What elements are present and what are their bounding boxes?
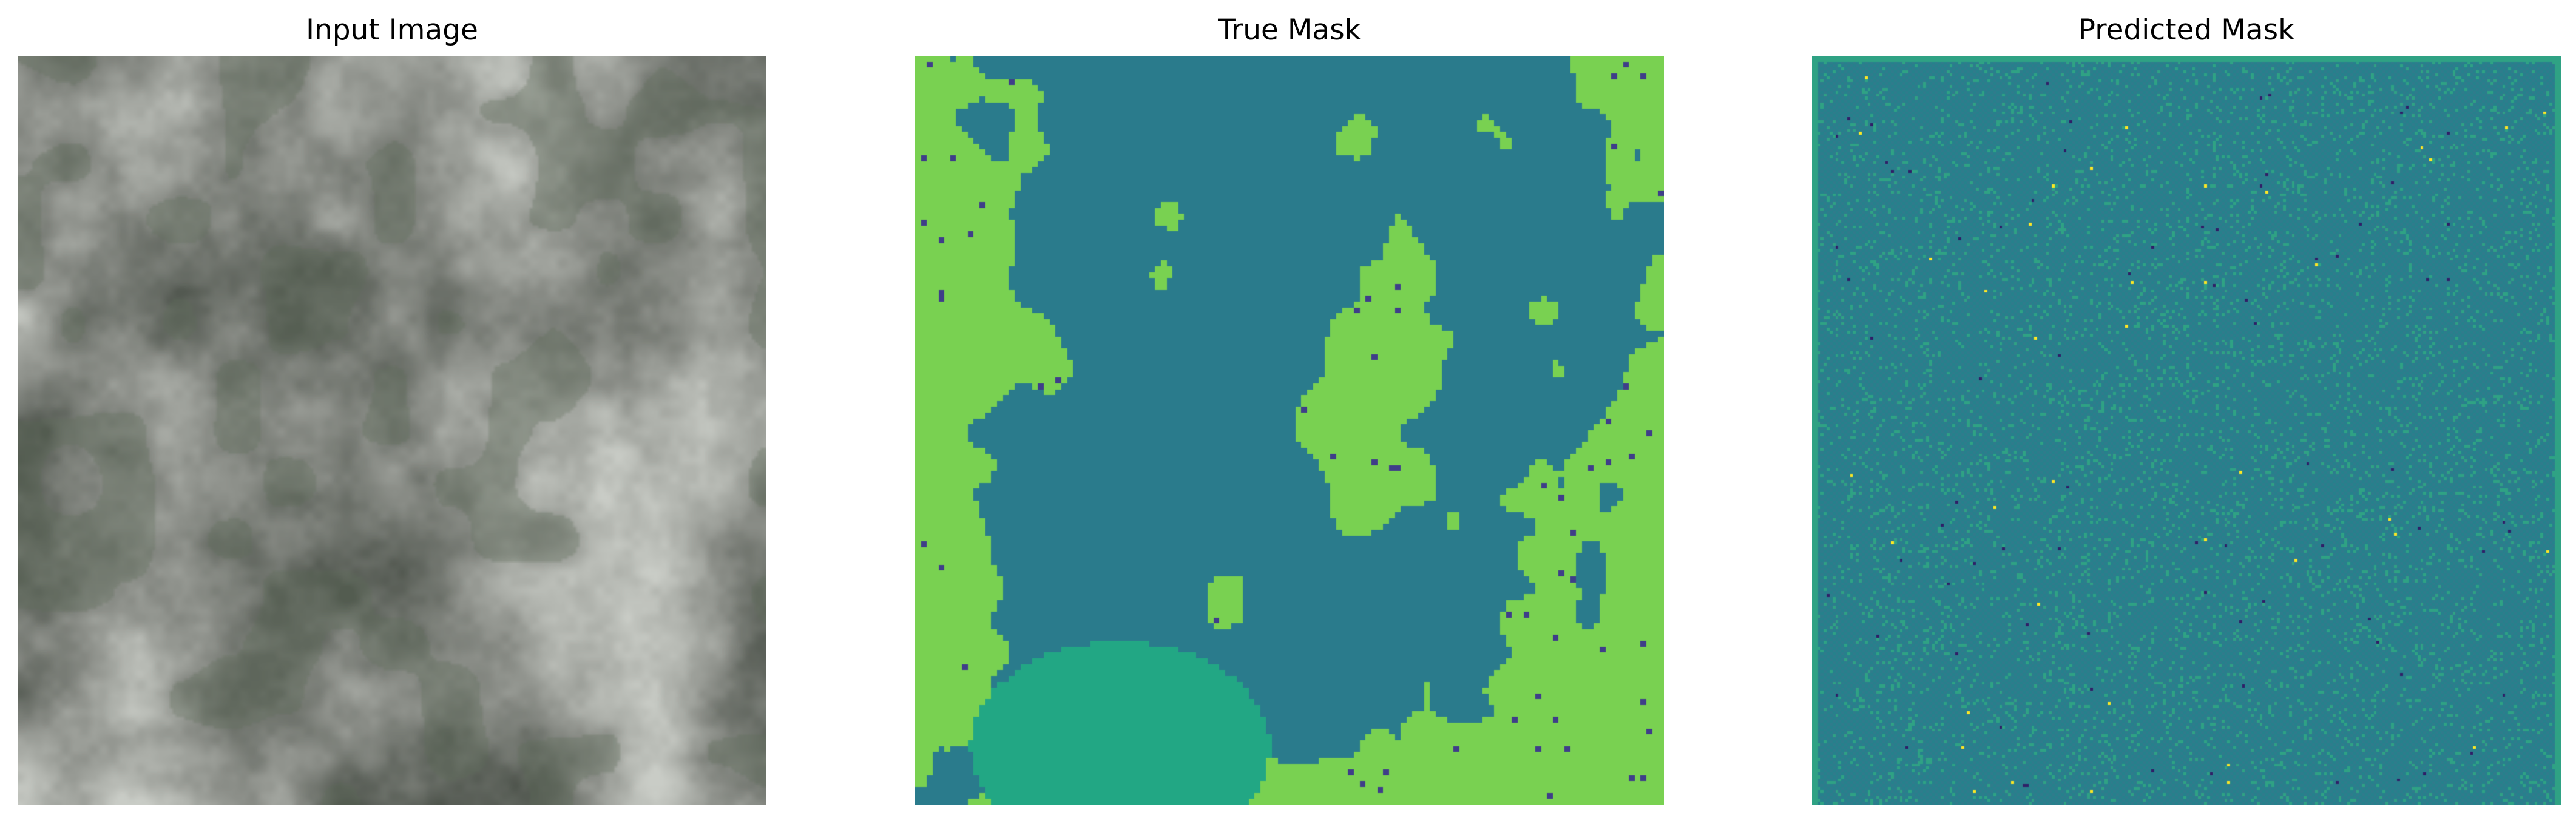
predicted-mask-image xyxy=(1812,56,2561,805)
input-image-panel: Input Image xyxy=(18,0,766,821)
true-mask-image xyxy=(915,56,1664,805)
predicted-mask-panel: Predicted Mask xyxy=(1812,0,2561,821)
true-mask-panel: True Mask xyxy=(915,0,1664,821)
predicted-mask-title: Predicted Mask xyxy=(2078,13,2295,47)
true-mask-title: True Mask xyxy=(1218,13,1361,47)
input-image-title: Input Image xyxy=(306,13,478,47)
input-satellite-image xyxy=(18,56,766,805)
